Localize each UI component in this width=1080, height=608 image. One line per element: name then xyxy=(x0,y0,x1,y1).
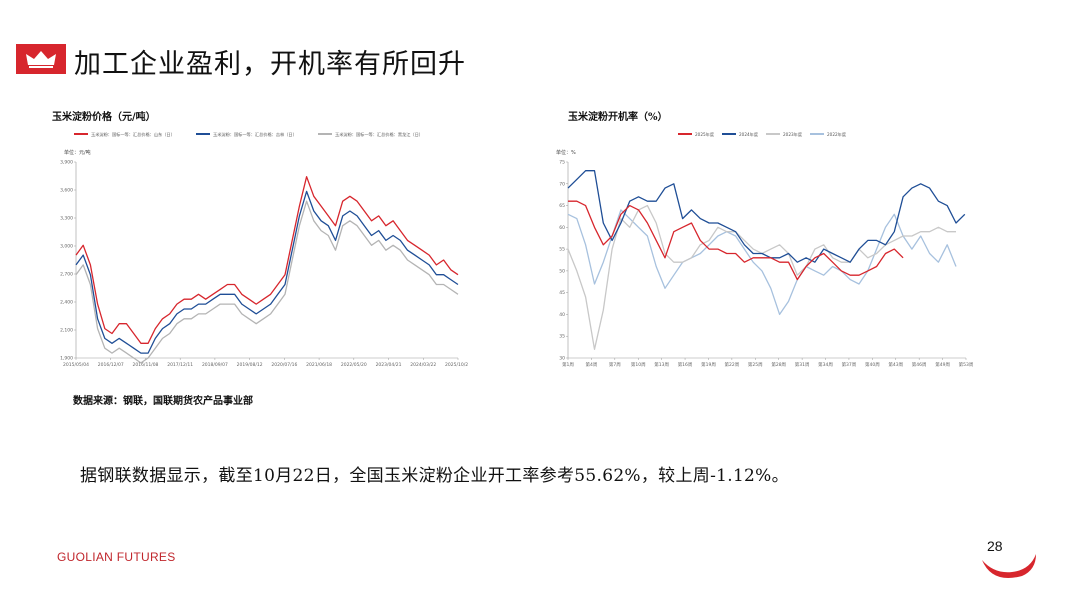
y-tick-label: 45 xyxy=(559,290,565,296)
y-tick-label: 30 xyxy=(559,356,565,362)
x-tick-label: 第49周 xyxy=(935,361,950,368)
x-tick-label: 第19周 xyxy=(701,361,716,368)
series-line xyxy=(75,190,459,354)
x-tick-label: 第22周 xyxy=(725,361,740,368)
x-tick-label: 第43周 xyxy=(888,361,903,368)
price-chart: 单位：元/吨 玉米淀粉：国标一等：汇总价格：山东（日） 玉米淀粉：国标一等：汇总价格… xyxy=(60,131,468,368)
x-tick-label: 2021/06/18 xyxy=(306,362,332,368)
x-tick-label: 第31周 xyxy=(795,361,810,368)
x-tick-label: 2018/09/07 xyxy=(202,362,228,368)
y-tick-label: 2,100 xyxy=(60,328,73,334)
x-tick-label: 第40周 xyxy=(865,361,880,368)
x-tick-label: 第34周 xyxy=(818,361,833,368)
y-tick-label: 2,700 xyxy=(60,272,73,278)
x-tick-label: 第25周 xyxy=(748,361,763,368)
y-tick-label: 3,300 xyxy=(60,216,73,222)
x-tick-label: 第7周 xyxy=(609,361,621,368)
x-tick-label: 第37周 xyxy=(842,361,857,368)
y-tick-label: 3,600 xyxy=(60,188,73,194)
crown-icon xyxy=(26,51,56,68)
x-tick-label: 2016/11/08 xyxy=(132,362,158,368)
series-line xyxy=(567,204,956,350)
unit-label: 单位：% xyxy=(556,149,576,156)
legend-label: 2022年度 xyxy=(827,131,847,138)
x-tick-label: 2019/08/12 xyxy=(237,362,263,368)
swoosh-decoration xyxy=(982,554,1036,578)
operating-rate-chart: 单位：% 2025年度 2024年度 2023年度 2022年度 30 35 40 45 50 55… xyxy=(556,131,974,368)
y-tick-label: 55 xyxy=(559,247,565,253)
y-tick-label: 3,000 xyxy=(60,244,73,250)
x-tick-label: 第28周 xyxy=(771,361,786,368)
series-line xyxy=(75,176,459,344)
y-tick-label: 70 xyxy=(559,181,565,187)
legend-label: 玉米淀粉：国标一等：汇总价格：黑龙江（日） xyxy=(335,131,423,138)
x-tick-label: 2020/07/16 xyxy=(271,362,297,368)
chart2-title: 玉米淀粉开机率（%） xyxy=(568,112,668,123)
x-tick-label: 2023/04/21 xyxy=(376,362,402,368)
x-tick-label: 2017/12/11 xyxy=(167,362,193,368)
x-tick-label: 第10周 xyxy=(631,361,646,368)
x-tick-label: 第1周 xyxy=(562,361,574,368)
legend-label: 玉米淀粉：国标一等：汇总价格：吉林（日） xyxy=(213,131,297,138)
x-tick-label: 第16周 xyxy=(678,361,693,368)
legend-label: 玉米淀粉：国标一等：汇总价格：山东（日） xyxy=(91,131,175,138)
y-tick-label: 75 xyxy=(559,160,565,166)
x-tick-label: 2022/05/20 xyxy=(341,362,367,368)
brand-logo-text: GUOLIAN FUTURES xyxy=(57,550,176,564)
legend-label: 2025年度 xyxy=(695,131,715,138)
y-tick-label: 60 xyxy=(559,225,565,231)
x-tick-label: 2015/05/04 xyxy=(63,362,89,368)
series-line xyxy=(567,170,966,263)
summary-text: 据钢联数据显示，截至10月22日，全国玉米淀粉企业开工率参考55.62%，较上周… xyxy=(80,466,789,486)
y-tick-label: 40 xyxy=(559,312,565,318)
series-line xyxy=(568,200,904,281)
series-line xyxy=(567,209,957,316)
unit-label: 单位：元/吨 xyxy=(64,149,91,156)
y-tick-label: 1,900 xyxy=(60,356,73,362)
x-tick-label: 2024/03/22 xyxy=(410,362,436,368)
data-source: 数据来源：钢联，国联期货农产品事业部 xyxy=(73,396,253,407)
legend-label: 2024年度 xyxy=(739,131,759,138)
y-tick-label: 50 xyxy=(559,268,565,274)
chart1-title: 玉米淀粉价格（元/吨） xyxy=(52,112,156,123)
x-tick-label: 2016/12/07 xyxy=(98,362,124,368)
x-tick-label: 第53周 xyxy=(959,361,974,368)
slide-title: 加工企业盈利，开机率有所回升 xyxy=(74,49,466,80)
x-tick-label: 第4周 xyxy=(585,361,597,368)
x-tick-label: 2025/10/24 xyxy=(445,362,468,368)
x-tick-label: 第13周 xyxy=(654,361,669,368)
x-tick-label: 第46周 xyxy=(912,361,927,368)
y-tick-label: 35 xyxy=(559,334,565,340)
legend-label: 2023年度 xyxy=(783,131,803,138)
y-tick-label: 3,900 xyxy=(60,160,73,166)
y-tick-label: 65 xyxy=(559,203,565,209)
title-accent-block xyxy=(16,44,66,74)
series-line xyxy=(75,200,459,364)
page-number: 28 xyxy=(987,538,1003,554)
y-tick-label: 2,400 xyxy=(60,300,73,306)
